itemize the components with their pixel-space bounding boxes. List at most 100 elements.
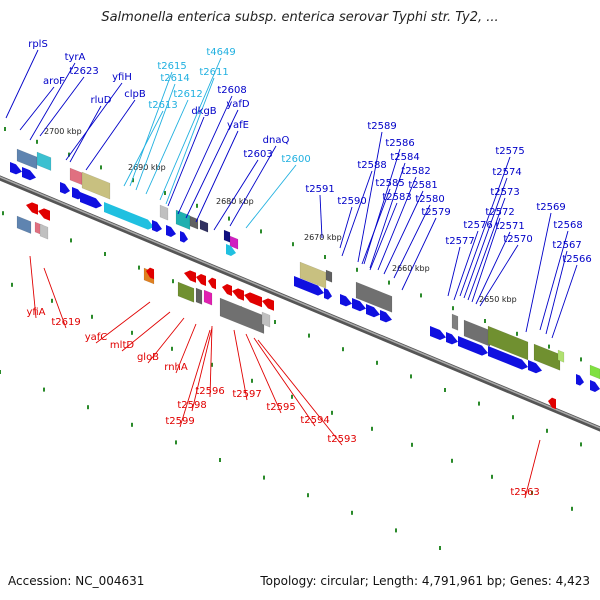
gene-label: yafD bbox=[226, 99, 250, 110]
feature-block bbox=[39, 223, 49, 240]
gene-label: t2577 bbox=[445, 236, 474, 247]
gene-arrow bbox=[548, 397, 556, 410]
gene-label: t2594 bbox=[300, 415, 329, 426]
gene-label: t2599 bbox=[165, 416, 194, 427]
tick-mark bbox=[516, 331, 518, 336]
gene-arrow bbox=[10, 162, 22, 175]
gene-label: t2596 bbox=[195, 386, 224, 397]
gene-arrow bbox=[196, 274, 206, 286]
leader-line bbox=[191, 327, 213, 412]
tick-mark bbox=[331, 410, 333, 415]
leader-line bbox=[195, 130, 239, 223]
gene-label: rplS bbox=[28, 39, 48, 50]
leader-line bbox=[319, 194, 323, 239]
tick-mark bbox=[211, 362, 213, 367]
gene-arrow bbox=[152, 220, 162, 232]
tick-mark bbox=[308, 333, 310, 338]
leader-line bbox=[95, 301, 151, 344]
feature-block bbox=[175, 209, 191, 230]
leader-line bbox=[85, 99, 136, 171]
leader-line bbox=[545, 250, 568, 335]
gene-label: t2598 bbox=[177, 400, 206, 411]
tick-mark bbox=[219, 458, 221, 462]
gene-arrow bbox=[38, 208, 50, 221]
gene-arrow bbox=[222, 284, 232, 296]
gene-label: t2569 bbox=[536, 202, 565, 213]
tick-mark bbox=[51, 298, 53, 303]
gene-label: yafC bbox=[85, 332, 108, 343]
feature-block bbox=[355, 281, 393, 313]
gene-arrow bbox=[366, 304, 380, 318]
gene-arrow bbox=[576, 374, 584, 386]
gene-arrow bbox=[244, 292, 262, 308]
gene-arrow bbox=[458, 336, 488, 356]
leader-line bbox=[525, 212, 552, 333]
gene-label: clpB bbox=[124, 89, 146, 100]
leader-line bbox=[167, 116, 205, 207]
feature-block bbox=[177, 281, 195, 303]
tick-mark bbox=[11, 282, 13, 287]
tick-mark bbox=[444, 388, 446, 392]
scale-label: 2650 kbp bbox=[479, 295, 517, 304]
leader-line bbox=[185, 109, 239, 219]
leader-line bbox=[369, 202, 398, 271]
tick-mark bbox=[484, 319, 486, 323]
feature-block bbox=[229, 235, 239, 250]
leader-line bbox=[363, 148, 401, 265]
scale-label: 2690 kbp bbox=[128, 163, 166, 172]
leader-line bbox=[341, 170, 373, 257]
gene-arrow bbox=[590, 380, 600, 392]
tick-mark bbox=[175, 440, 177, 445]
tick-mark bbox=[342, 347, 344, 352]
tick-mark bbox=[70, 238, 72, 243]
gene-label: t2584 bbox=[390, 152, 419, 163]
tick-mark bbox=[356, 267, 358, 272]
leader-line bbox=[257, 339, 343, 446]
gene-arrow bbox=[380, 310, 392, 323]
leader-line bbox=[361, 188, 391, 265]
gene-arrow bbox=[22, 167, 36, 181]
tick-mark bbox=[104, 252, 106, 256]
leader-line bbox=[65, 82, 123, 161]
gene-label: t2568 bbox=[553, 220, 582, 231]
leader-line bbox=[369, 162, 406, 269]
gene-label: t2583 bbox=[382, 192, 411, 203]
gene-label: aroF bbox=[43, 76, 65, 87]
gene-label: t2612 bbox=[173, 89, 202, 100]
gene-label: rluD bbox=[91, 95, 112, 106]
tick-mark bbox=[571, 506, 573, 511]
tick-mark bbox=[388, 280, 390, 285]
leader-line bbox=[467, 197, 506, 301]
tick-mark bbox=[376, 360, 378, 365]
leader-line bbox=[129, 71, 173, 187]
tick-mark bbox=[307, 493, 309, 498]
leader-line bbox=[357, 131, 383, 263]
feature-block bbox=[261, 311, 271, 328]
tick-mark bbox=[131, 330, 133, 335]
tick-mark bbox=[410, 374, 412, 379]
gene-label: t4649 bbox=[206, 47, 235, 58]
leader-line bbox=[453, 230, 479, 301]
tick-mark bbox=[131, 422, 133, 427]
feature-block bbox=[533, 343, 561, 371]
gene-label: t2570 bbox=[503, 234, 532, 245]
gene-label: dkgB bbox=[191, 106, 216, 117]
tick-mark bbox=[371, 426, 373, 431]
gene-arrow bbox=[184, 270, 196, 283]
gene-label: t2572 bbox=[485, 207, 514, 218]
gene-arrow bbox=[60, 182, 70, 194]
tick-mark bbox=[196, 203, 198, 208]
gene-label: t2615 bbox=[157, 61, 186, 72]
gene-label: t2611 bbox=[199, 67, 228, 78]
leader-line bbox=[69, 105, 102, 163]
leader-line bbox=[479, 244, 519, 307]
gene-label: yfiA bbox=[26, 307, 45, 318]
gene-arrow bbox=[340, 294, 352, 307]
gene-label: t2613 bbox=[148, 100, 177, 111]
gene-label: yfiH bbox=[112, 72, 132, 83]
leader-line bbox=[253, 337, 316, 427]
leader-line bbox=[29, 255, 37, 319]
leader-line bbox=[209, 325, 213, 398]
leader-line bbox=[551, 264, 578, 339]
